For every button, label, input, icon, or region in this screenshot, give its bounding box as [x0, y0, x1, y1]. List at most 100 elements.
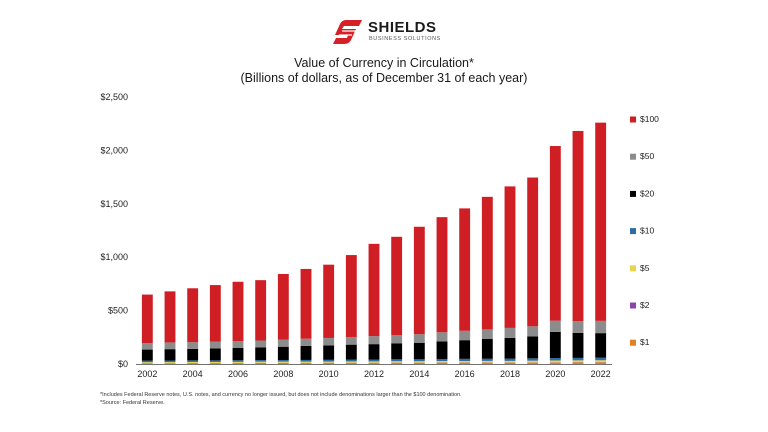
bar-segment — [481, 362, 493, 364]
bar-segment — [549, 320, 561, 332]
bar-segment — [232, 347, 244, 361]
legend-swatch — [630, 153, 636, 160]
bar-segment — [300, 338, 312, 346]
bar-segment — [595, 360, 607, 363]
x-tick-label: 2016 — [455, 369, 475, 379]
bar-segment — [187, 342, 199, 349]
bar-segment — [595, 333, 607, 358]
bar-segment — [481, 360, 493, 363]
bar-segment — [368, 359, 380, 362]
bar-segment — [572, 360, 584, 363]
bar-segment — [413, 226, 425, 335]
bar-segment — [255, 360, 267, 362]
bar-segment — [164, 360, 176, 363]
bar-segment — [459, 362, 471, 364]
bar-segment — [527, 362, 539, 364]
legend-label: $50 — [640, 151, 654, 161]
bar-segment — [277, 346, 289, 361]
x-tick-label: 2006 — [228, 369, 248, 379]
x-tick-label: 2022 — [591, 369, 611, 379]
bar-segment — [323, 359, 335, 362]
bar-segment — [232, 360, 244, 362]
bar-segment — [209, 348, 221, 361]
y-tick-label: $2,000 — [100, 145, 128, 155]
bar-segment — [459, 330, 471, 341]
bar-segment — [481, 358, 493, 361]
bar-segment — [368, 362, 380, 364]
bar-segment — [391, 343, 403, 360]
bar-segment — [209, 360, 221, 362]
bar-segment — [141, 360, 153, 363]
bar-segment — [141, 294, 153, 344]
bar-segment — [232, 281, 244, 342]
bar-segment — [504, 327, 516, 338]
brand-name: SHIELDS — [368, 19, 437, 36]
bar-segment — [413, 342, 425, 360]
bar-segment — [164, 349, 176, 361]
bar-segment — [413, 359, 425, 362]
bar-segment — [504, 358, 516, 361]
bar-segment — [345, 255, 357, 337]
bar-segment — [164, 362, 176, 364]
legend-label: $20 — [640, 188, 654, 198]
bar-segment — [436, 217, 448, 333]
bar-segment — [413, 361, 425, 363]
bar-segment — [436, 361, 448, 363]
bar-segment — [436, 341, 448, 359]
bar-segment — [413, 334, 425, 343]
x-tick-label: 2004 — [183, 369, 203, 379]
bar-segment — [368, 344, 380, 360]
bar-segment — [187, 361, 199, 364]
bar-segment — [459, 361, 471, 363]
bar-segment — [255, 347, 267, 361]
bar-segment — [504, 337, 516, 359]
bar-segment — [459, 340, 471, 359]
legend-swatch — [630, 339, 636, 346]
y-tick-label: $1,000 — [100, 252, 128, 262]
bar-segment — [300, 361, 312, 363]
bar-segment — [187, 288, 199, 343]
bar-segment — [300, 345, 312, 360]
bar-segment — [504, 362, 516, 364]
bar-segment — [300, 359, 312, 362]
bar-segment — [164, 291, 176, 343]
y-tick-label: $500 — [108, 306, 128, 316]
bar-segment — [595, 357, 607, 361]
bar-segment — [232, 361, 244, 363]
bar-segment — [277, 360, 289, 362]
y-tick-label: $0 — [118, 359, 128, 369]
brand-logo: SHIELDS BUSINESS SOLUTIONS — [332, 18, 452, 46]
bar-segment — [549, 358, 561, 361]
bar-segment — [572, 130, 584, 322]
bar-segment — [187, 360, 199, 362]
bar-segment — [527, 358, 539, 361]
bar-segment — [209, 285, 221, 342]
bar-segment — [459, 208, 471, 331]
bar-segment — [527, 336, 539, 359]
x-tick-label: 2012 — [364, 369, 384, 379]
bar-segment — [459, 358, 471, 362]
x-tick-label: 2010 — [319, 369, 339, 379]
bar-segment — [368, 336, 380, 345]
y-tick-label: $1,500 — [100, 199, 128, 209]
bar-segment — [481, 329, 493, 340]
bar-segment — [141, 362, 153, 364]
bar-segment — [549, 146, 561, 321]
bar-segment — [345, 336, 357, 345]
bar-segment — [436, 358, 448, 362]
bar-segment — [572, 357, 584, 361]
legend-swatch — [630, 265, 636, 272]
bar-segment — [209, 341, 221, 349]
bar-segment — [527, 177, 539, 327]
bar-segment — [255, 363, 267, 364]
bar-segment — [255, 340, 267, 348]
bar-segment — [527, 360, 539, 363]
bar-segment — [232, 363, 244, 364]
bar-segment — [209, 363, 221, 364]
legend-swatch — [630, 116, 636, 123]
footnote-note: *Includes Federal Reserve notes, U.S. no… — [100, 392, 462, 398]
bar-segment — [413, 362, 425, 364]
bar-segment — [300, 268, 312, 339]
bar-segment — [572, 321, 584, 333]
